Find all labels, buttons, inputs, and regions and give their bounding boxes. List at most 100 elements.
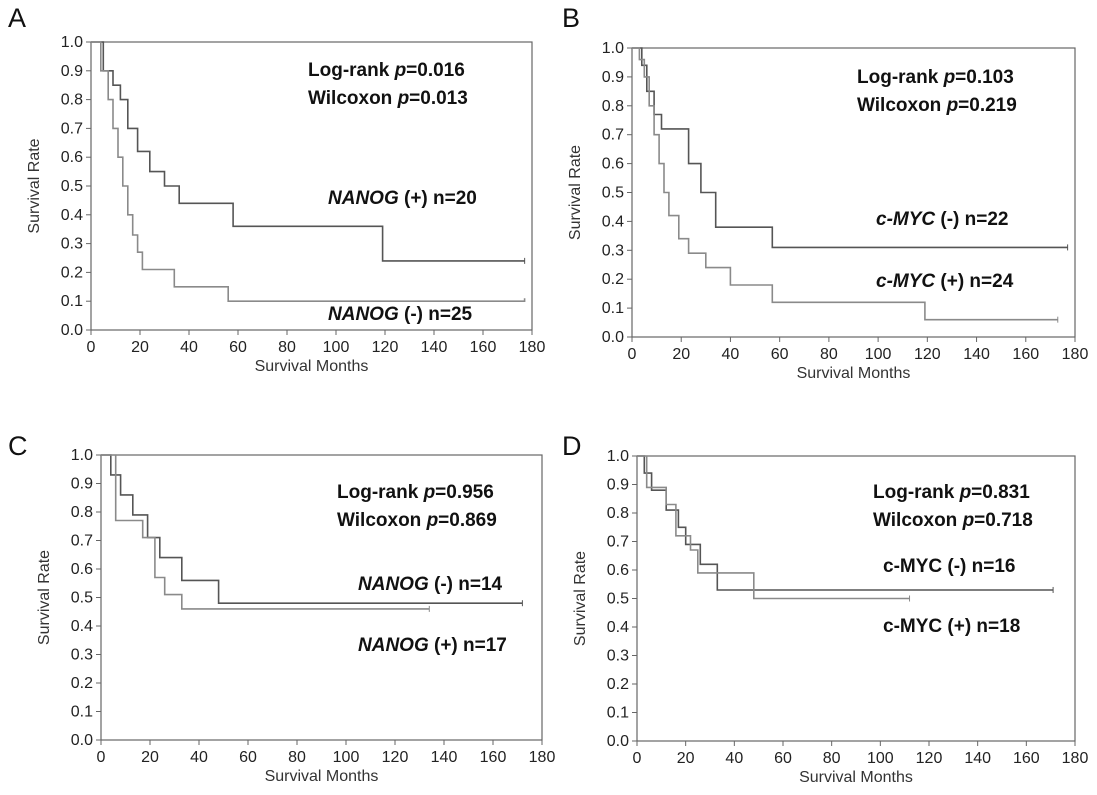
- x-tick-label: 120: [382, 749, 409, 766]
- panel-c: C 0.0 0.1 0.2 0.3 0.4 0.5 0.6 0.7 0.8 0.9 1.0 0 20 40 6…: [8, 431, 555, 785]
- y-tick-label: 0.6: [61, 149, 83, 166]
- x-tick-label: 160: [1013, 750, 1040, 767]
- y-axis-label: Survival Rate: [36, 550, 53, 645]
- panel-a: A 0.0 0.1 0.2 0.3 0.4 0.5 0.6 0.7 0.8 0.9 1.0 0 20 40 6…: [8, 3, 545, 375]
- stat-p-value: =0.103: [955, 67, 1014, 88]
- gene-name: NANOG: [328, 304, 399, 325]
- gene-name: NANOG: [328, 188, 399, 209]
- log-rank-stat: Log-rank p=0.956: [337, 482, 494, 503]
- panel-letter: A: [8, 3, 26, 33]
- stat-p-value: =0.016: [406, 60, 465, 81]
- y-tick-label: 0.0: [607, 733, 629, 750]
- stat-p-symbol: p: [943, 67, 956, 88]
- y-tick-label: 1.0: [602, 40, 624, 57]
- y-axis-label: Survival Rate: [572, 551, 589, 646]
- x-tick-label: 80: [288, 749, 306, 766]
- x-tick-label: 80: [820, 346, 838, 363]
- log-rank-stat: Log-rank p=0.103: [857, 67, 1014, 88]
- x-tick-label: 40: [190, 749, 208, 766]
- x-tick-label: 0: [633, 750, 642, 767]
- stat-test-name: Wilcoxon: [308, 88, 398, 109]
- x-tick-label: 100: [323, 339, 350, 356]
- y-axis-label: Survival Rate: [26, 138, 43, 233]
- x-tick-label: 20: [677, 750, 695, 767]
- group-label-series-1: NANOG (+) n=20: [328, 188, 477, 209]
- panel-b: B 0.0 0.1 0.2 0.3 0.4 0.5 0.6 0.7 0.8 0.9 1.0 0 20 40 6…: [562, 3, 1088, 382]
- y-tick-label: 0.4: [71, 618, 93, 635]
- group-label-series-2: c-MYC (+) n=18: [883, 616, 1020, 637]
- group-label-series-1: c-MYC (-) n=16: [883, 556, 1016, 577]
- stat-test-name: Log-rank: [308, 60, 395, 81]
- y-tick-label: 1.0: [61, 34, 83, 51]
- group-label-series-2: c-MYC (+) n=24: [876, 271, 1014, 292]
- survival-curve-series-1: [101, 454, 523, 604]
- y-tick-label: 0.6: [71, 561, 93, 578]
- group-status: (-) n=25: [399, 304, 473, 325]
- y-tick-label: 0.3: [602, 242, 624, 259]
- gene-name: c-MYC: [883, 556, 942, 577]
- x-tick-label: 160: [470, 339, 497, 356]
- y-tick-label: 0.0: [71, 732, 93, 749]
- group-label-series-2: NANOG (+) n=17: [358, 635, 507, 656]
- x-tick-label: 0: [97, 749, 106, 766]
- x-tick-label: 160: [1012, 346, 1039, 363]
- gene-name: c-MYC: [883, 616, 942, 637]
- y-tick-label: 1.0: [71, 447, 93, 464]
- wilcoxon-stat: Wilcoxon p=0.219: [857, 95, 1017, 116]
- group-status: (-) n=22: [935, 209, 1008, 230]
- x-tick-label: 0: [628, 346, 637, 363]
- y-tick-label: 0.1: [71, 704, 93, 721]
- survival-curve-series-2: [637, 455, 910, 600]
- stat-test-name: Log-rank: [337, 482, 424, 503]
- log-rank-stat: Log-rank p=0.016: [308, 60, 465, 81]
- y-tick-label: 0.8: [61, 92, 83, 109]
- y-tick-label: 0.6: [607, 562, 629, 579]
- x-tick-label: 40: [722, 346, 740, 363]
- gene-name: c-MYC: [876, 209, 935, 230]
- x-tick-label: 140: [431, 749, 458, 766]
- y-tick-label: 1.0: [607, 448, 629, 465]
- wilcoxon-stat: Wilcoxon p=0.869: [337, 510, 497, 531]
- y-tick-label: 0.4: [607, 619, 629, 636]
- gene-name: c-MYC: [876, 271, 935, 292]
- stat-test-name: Log-rank: [857, 67, 944, 88]
- x-tick-label: 20: [141, 749, 159, 766]
- x-axis-label: Survival Months: [797, 365, 911, 382]
- x-tick-label: 60: [774, 750, 792, 767]
- group-status: (+) n=18: [942, 616, 1020, 637]
- x-axis-label: Survival Months: [265, 768, 379, 785]
- x-tick-label: 100: [865, 346, 892, 363]
- x-tick-label: 180: [529, 749, 556, 766]
- stat-p-value: =0.869: [438, 510, 497, 531]
- x-tick-label: 120: [372, 339, 399, 356]
- x-tick-label: 180: [1062, 346, 1089, 363]
- y-tick-label: 0.4: [602, 213, 624, 230]
- y-tick-label: 0.3: [71, 647, 93, 664]
- y-tick-label: 0.3: [61, 236, 83, 253]
- stat-test-name: Log-rank: [873, 482, 960, 503]
- stat-p-value: =0.219: [958, 95, 1017, 116]
- y-tick-label: 0.1: [602, 300, 624, 317]
- y-tick-label: 0.4: [61, 207, 83, 224]
- group-status: (+) n=20: [399, 188, 477, 209]
- stat-test-name: Wilcoxon: [857, 95, 947, 116]
- gene-name: NANOG: [358, 635, 429, 656]
- y-tick-label: 0.5: [61, 178, 83, 195]
- x-tick-label: 60: [239, 749, 257, 766]
- panel-letter: C: [8, 431, 28, 461]
- x-tick-label: 120: [916, 750, 943, 767]
- y-tick-label: 0.8: [602, 98, 624, 115]
- x-tick-label: 100: [333, 749, 360, 766]
- stat-test-name: Wilcoxon: [873, 510, 963, 531]
- y-tick-label: 0.2: [61, 264, 83, 281]
- x-tick-label: 100: [867, 750, 894, 767]
- y-tick-label: 0.2: [602, 271, 624, 288]
- survival-curve-series-2: [91, 41, 526, 302]
- x-tick-label: 60: [771, 346, 789, 363]
- x-tick-label: 80: [278, 339, 296, 356]
- x-tick-label: 140: [421, 339, 448, 356]
- survival-curve-series-1: [632, 47, 1068, 249]
- y-tick-label: 0.6: [602, 156, 624, 173]
- group-label-series-2: NANOG (-) n=25: [328, 304, 473, 325]
- y-tick-label: 0.0: [61, 322, 83, 339]
